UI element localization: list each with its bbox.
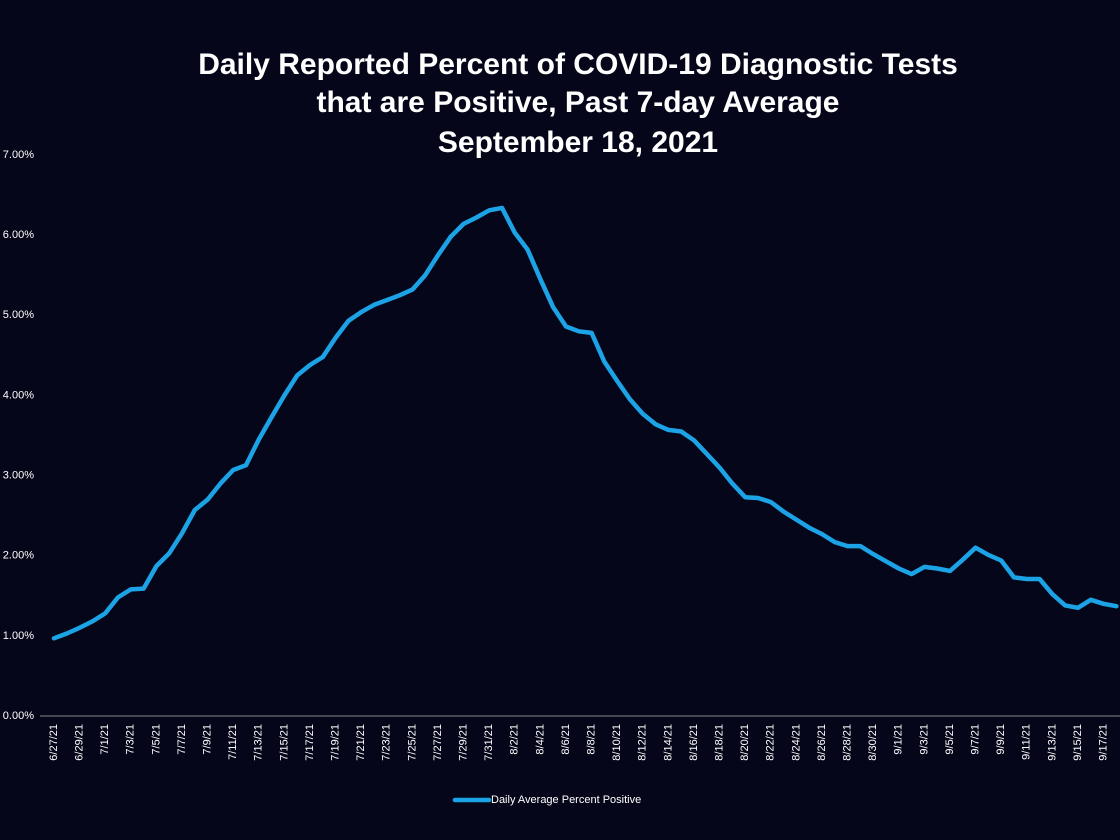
y-tick-label: 5.00% xyxy=(3,309,34,321)
x-tick-label: 6/27/21 xyxy=(48,724,60,761)
x-tick-label: 8/24/21 xyxy=(790,724,802,761)
x-tick-label: 9/13/21 xyxy=(1046,724,1058,761)
x-tick-label: 6/29/21 xyxy=(74,724,86,761)
x-tick-label: 9/15/21 xyxy=(1072,724,1084,761)
chart-title: that are Positive, Past 7-day Average xyxy=(316,86,839,119)
x-tick-label: 7/1/21 xyxy=(99,724,111,755)
x-tick-label: 8/4/21 xyxy=(534,724,546,755)
x-tick-label: 7/3/21 xyxy=(125,724,137,755)
x-tick-label: 8/6/21 xyxy=(560,724,572,755)
y-tick-label: 6.00% xyxy=(3,229,34,241)
x-tick-label: 7/23/21 xyxy=(381,724,393,761)
x-tick-label: 9/3/21 xyxy=(918,724,930,755)
y-tick-label: 7.00% xyxy=(3,149,34,161)
x-tick-label: 8/28/21 xyxy=(842,724,854,761)
x-tick-label: 7/9/21 xyxy=(202,724,214,755)
x-tick-label: 8/26/21 xyxy=(816,724,828,761)
legend-label: Daily Average Percent Positive xyxy=(491,794,641,806)
x-tick-label: 7/13/21 xyxy=(253,724,265,761)
x-tick-label: 8/2/21 xyxy=(509,724,521,755)
x-tick-label: 7/29/21 xyxy=(458,724,470,761)
x-tick-label: 7/21/21 xyxy=(355,724,367,761)
y-tick-label: 3.00% xyxy=(3,469,34,481)
x-tick-label: 9/17/21 xyxy=(1098,724,1110,761)
y-tick-label: 2.00% xyxy=(3,550,34,562)
x-tick-label: 7/25/21 xyxy=(406,724,418,761)
chart-subtitle: September 18, 2021 xyxy=(438,126,718,159)
x-tick-label: 8/22/21 xyxy=(765,724,777,761)
x-tick-label: 8/12/21 xyxy=(637,724,649,761)
x-tick-label: 7/11/21 xyxy=(227,724,239,760)
x-tick-label: 9/5/21 xyxy=(944,724,956,755)
x-tick-label: 9/11/21 xyxy=(1021,724,1033,760)
y-tick-label: 0.00% xyxy=(3,710,34,722)
x-tick-label: 9/7/21 xyxy=(970,724,982,755)
x-tick-label: 7/7/21 xyxy=(176,724,188,755)
x-tick-label: 8/8/21 xyxy=(586,724,598,755)
x-tick-label: 9/1/21 xyxy=(893,724,905,755)
x-tick-label: 8/14/21 xyxy=(662,724,674,761)
y-tick-label: 1.00% xyxy=(3,630,34,642)
x-tick-label: 8/10/21 xyxy=(611,724,623,761)
x-tick-label: 7/27/21 xyxy=(432,724,444,761)
x-tick-label: 8/20/21 xyxy=(739,724,751,761)
x-tick-label: 8/18/21 xyxy=(714,724,726,761)
chart-title: Daily Reported Percent of COVID-19 Diagn… xyxy=(198,48,958,81)
x-tick-label: 7/19/21 xyxy=(330,724,342,761)
x-tick-label: 8/16/21 xyxy=(688,724,700,761)
x-tick-label: 8/30/21 xyxy=(867,724,879,761)
x-tick-label: 7/31/21 xyxy=(483,724,495,761)
x-tick-label: 9/9/21 xyxy=(995,724,1007,755)
data-line xyxy=(51,205,1119,641)
x-tick-label: 7/17/21 xyxy=(304,724,316,761)
x-tick-label: 7/15/21 xyxy=(278,724,290,761)
x-tick-label: 7/5/21 xyxy=(150,724,162,755)
y-tick-label: 4.00% xyxy=(3,389,34,401)
